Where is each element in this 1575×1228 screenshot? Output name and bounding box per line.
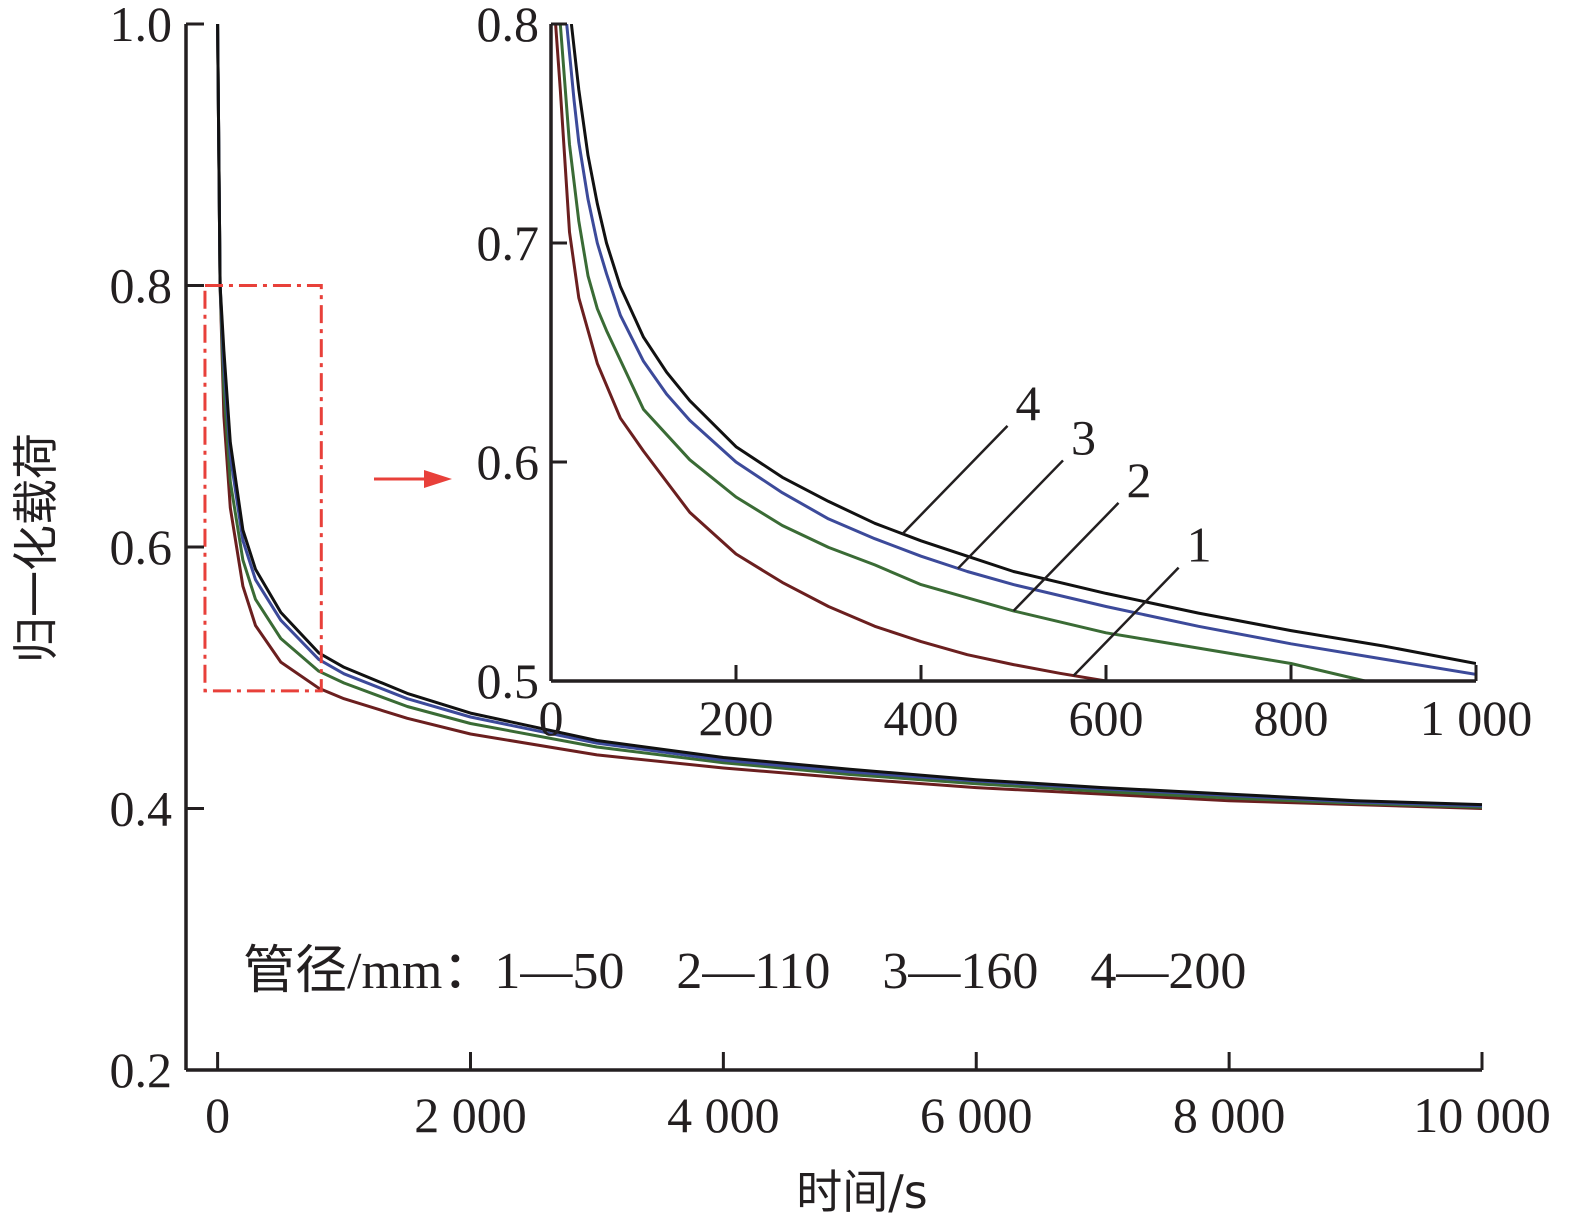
zoom-box [203,284,323,693]
inset-series-3-line [565,24,1476,676]
inset-x-tick-label: 1 000 [1420,690,1533,746]
y-tick-label: 0.6 [110,519,173,575]
inset-x-tick-label: 600 [1069,690,1144,746]
x-tick-label: 6 000 [920,1087,1033,1143]
inset-series-2-line [558,24,1366,681]
curve-label-leader [1072,566,1180,677]
curve-label: 3 [1071,409,1096,465]
x-tick-label: 8 000 [1173,1087,1286,1143]
curve-label: 4 [1016,375,1041,431]
zoom-box-rect [203,284,323,693]
y-tick-label: 1.0 [110,0,173,52]
zoom-arrow-head [424,470,452,488]
inset-y-tick-label: 0.5 [477,653,540,709]
curve-label-leader [957,459,1064,570]
y-tick-label: 0.4 [110,781,173,837]
curve-label-leader [1012,502,1120,612]
y-tick-label: 0.2 [110,1042,173,1098]
x-tick-label: 2 000 [414,1087,527,1143]
inset-series-4-line [569,24,1476,665]
legend: 管径/mm：1—50 2—110 3—160 4—200 [243,943,1246,1000]
curve-label: 2 [1127,452,1152,508]
inset-series-1-line [554,24,1119,681]
inset-ticks: 0 200 400 600 800 1 000 0.5 0.6 0.7 0.8 [477,0,1533,746]
inset-x-tick-label: 200 [699,690,774,746]
inset-y-tick-label: 0.8 [477,0,540,52]
y-axis-title: 归一化载荷 [9,433,63,663]
curve-label: 1 [1187,517,1212,573]
curve-label-leader [901,424,1009,535]
main-curves [216,23,1483,810]
inset-background [551,24,1476,681]
x-tick-label: 10 000 [1413,1087,1551,1143]
inset-y-tick-label: 0.6 [477,434,540,490]
zoom-arrow [374,470,452,488]
inset-x-tick-label: 800 [1254,690,1329,746]
y-tick-label: 0.8 [110,258,173,314]
inset-curves [551,24,1476,681]
main-series-4-line [216,23,1483,807]
main-ticks: 0 2 000 4 000 6 000 8 000 10 000 0.2 0.4 0.6 0.8 1… [110,0,1551,1143]
main-series-2-line [216,23,1483,809]
inset-x-tick-label: 400 [884,690,959,746]
inset-axes [549,24,1476,683]
main-plot: 0 2 000 4 000 6 000 8 000 10 000 0.2 0.4 0.6 0.8 1… [9,0,1551,1219]
main-series-1-line [216,23,1483,810]
inset-x-tick-label: 0 [539,690,564,746]
x-axis-title: 时间/s [796,1165,927,1219]
x-tick-label: 4 000 [667,1087,780,1143]
inset-y-tick-label: 0.7 [477,215,540,271]
x-tick-label: 0 [205,1087,230,1143]
